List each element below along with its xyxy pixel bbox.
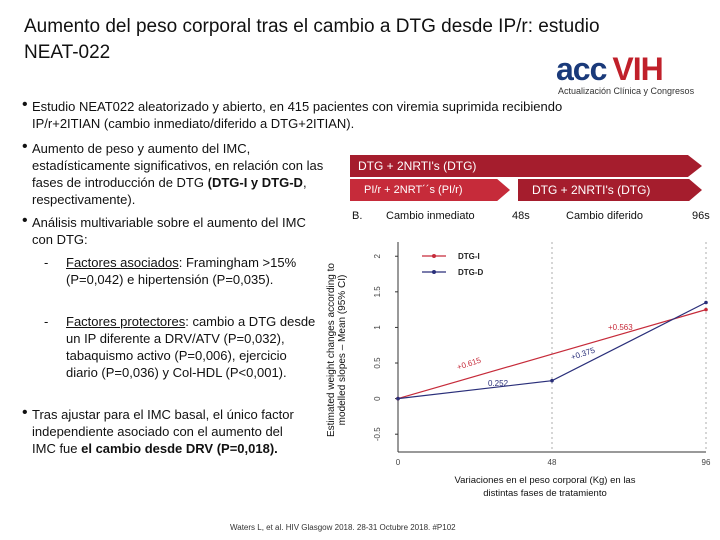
- sub-item-2-label: Factores protectores: [66, 314, 186, 329]
- logo-acc: acc: [556, 51, 607, 87]
- sub-item-1-label: Factores asociados: [66, 255, 179, 270]
- x-tick-label: 48: [548, 458, 557, 467]
- phase-band-dtg-deferred: DTG + 2NRTI's (DTG): [518, 179, 702, 201]
- sub-item-1-dash: -: [44, 255, 49, 270]
- y-tick-label: -0.5: [373, 427, 382, 441]
- x-tick-label: 0: [396, 458, 401, 467]
- reference-citation: Waters L, et al. HIV Glasgow 2018. 28-31…: [230, 523, 456, 532]
- bullet-2-bold: (DTG-I y DTG-D: [207, 175, 303, 190]
- label-deferred-switch: Cambio diferido: [566, 210, 644, 222]
- label-immediate-switch: Cambio inmediato: [386, 210, 475, 222]
- legend-label-dtg-d: DTG-D: [458, 268, 484, 277]
- phase-band-dtg: DTG + 2NRTI's (DTG): [350, 155, 702, 177]
- slope-annotation: +0.615: [456, 356, 483, 372]
- sub-item-1: Factores asociados: Framingham >15% (P=0…: [66, 254, 306, 288]
- page-title: Aumento del peso corporal tras el cambio…: [24, 16, 600, 63]
- chart-series: [396, 300, 708, 401]
- sub-item-2-text: : cambio a DTG desde un IP diferente a D…: [66, 314, 316, 380]
- sub-item-2: Factores protectores: cambio a DTG desde…: [66, 313, 316, 381]
- legend-marker-dtg-i: [432, 254, 436, 258]
- accvih-logo: acc VIH Actualización Clínica y Congresos: [556, 52, 706, 100]
- bullet-2-body: Aumento de peso y aumento del IMC, estad…: [32, 141, 324, 190]
- chart-axes: -0.5 0 0.5 1 1.5 2 0 48 96: [373, 242, 711, 467]
- legend-marker-dtg-d: [432, 270, 436, 274]
- bullet-4-bold: el cambio desde DRV (P=0,018).: [81, 441, 278, 456]
- logo-vih: VIH: [612, 51, 663, 87]
- panel-letter: B.: [352, 210, 363, 222]
- chart-legend: DTG-I DTG-D: [422, 252, 484, 277]
- bullet-dot-4: •: [22, 404, 28, 421]
- bullet-2-tail: , respectivamente).: [32, 175, 307, 207]
- x-tick-label: 96: [702, 458, 711, 467]
- bullet-dot-3: •: [22, 212, 28, 229]
- logo-wordmark: acc VIH: [556, 51, 664, 87]
- bullet-dot-2: •: [22, 138, 28, 155]
- logo-tagline: Actualización Clínica y Congresos: [558, 86, 695, 96]
- data-point-dtg-i: [704, 307, 708, 312]
- bullet-3-intro: Análisis multivariable sobre el aumento …: [32, 215, 306, 247]
- slope-annotation: +0.563: [608, 323, 633, 332]
- label-week-96: 96s: [692, 210, 710, 222]
- y-tick-label: 1: [373, 325, 382, 330]
- series-line-dtg-d: [397, 301, 707, 400]
- phase-band-pir: PI/r + 2NRT´´s (PI/r): [350, 179, 510, 201]
- y-tick-label: 0.5: [373, 357, 382, 369]
- y-tick-label: 2: [373, 253, 382, 258]
- y-tick-label: 1.5: [373, 286, 382, 298]
- series-line-dtg-i: [397, 309, 707, 400]
- sub-item-2-dash: -: [44, 314, 49, 329]
- chart-caption: Variaciones en el peso corporal (Kg) en …: [454, 475, 636, 499]
- sub-item-1-text: : Framingham >15% (P=0,042) e hipertensi…: [66, 255, 297, 287]
- bullet-2-text: Aumento de peso y aumento del IMC, estad…: [32, 140, 330, 208]
- slope-annotation: 0.252: [488, 379, 509, 388]
- legend-label-dtg-i: DTG-I: [458, 252, 480, 261]
- bullet-3-text: Análisis multivariable sobre el aumento …: [32, 214, 330, 248]
- bullet-dot-1: •: [22, 96, 28, 113]
- data-point-dtg-d: [396, 396, 400, 401]
- y-tick-label: 0: [373, 396, 382, 401]
- bullet-1-text: Estudio NEAT022 aleatorizado y abierto, …: [32, 99, 563, 131]
- chart-gridlines: [551, 242, 707, 452]
- bullet-4-text: Tras ajustar para el IMC basal, el único…: [32, 406, 307, 457]
- data-point-dtg-d: [550, 378, 554, 383]
- bullet-4-body: Tras ajustar para el IMC basal, el único…: [32, 407, 294, 456]
- label-week-48: 48s: [512, 210, 530, 222]
- data-point-dtg-d: [704, 300, 708, 305]
